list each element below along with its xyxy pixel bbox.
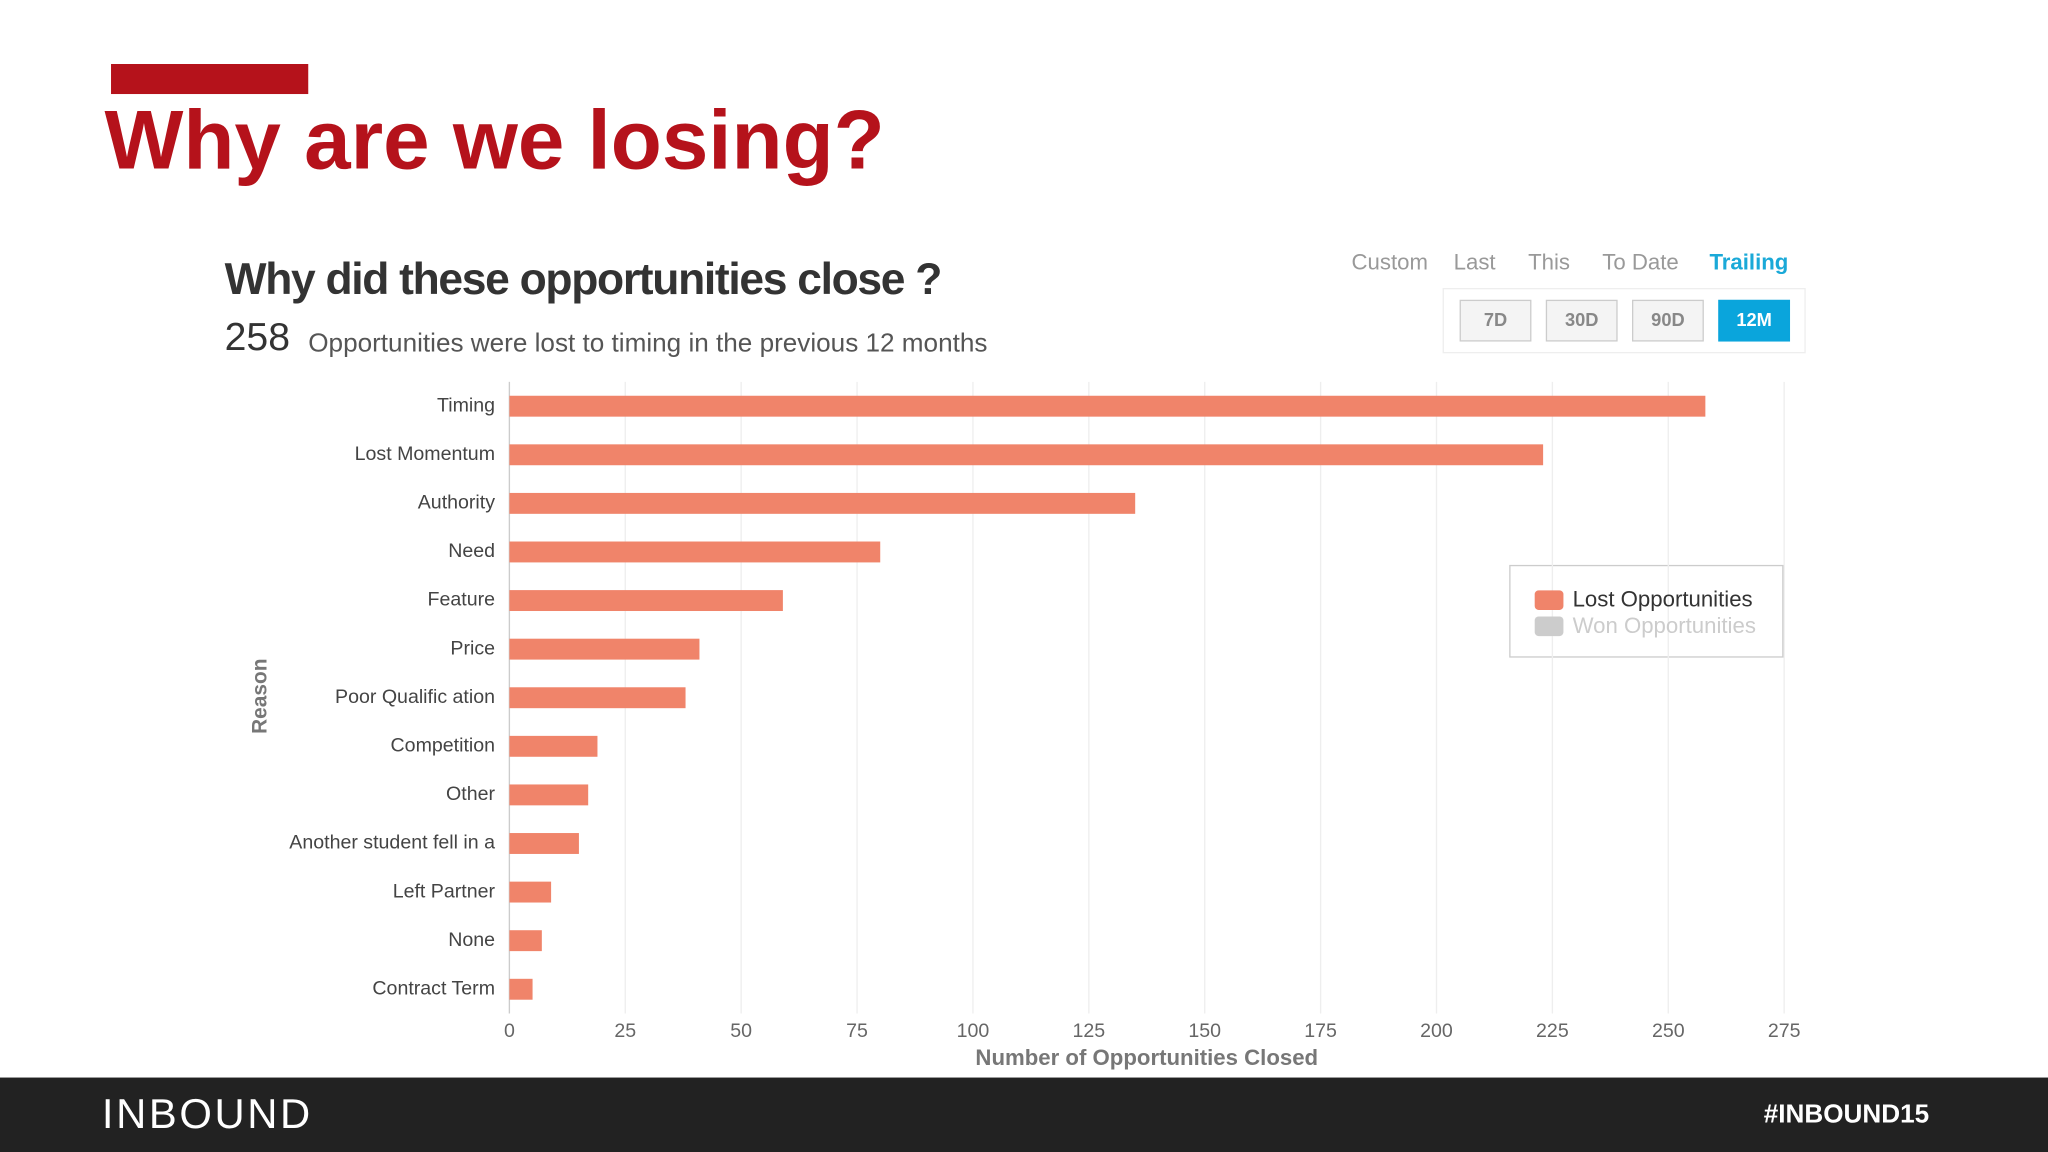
- x-tick-label: 175: [1304, 1020, 1337, 1042]
- x-tick-label: 0: [504, 1020, 515, 1042]
- accent-bar: [111, 64, 309, 95]
- y-tick-label: Lost Momentum: [355, 443, 495, 465]
- y-tick-label: None: [448, 929, 495, 951]
- bar: [509, 492, 1136, 514]
- period-tab[interactable]: To Date: [1602, 250, 1678, 275]
- y-tick-label: Timing: [437, 394, 495, 416]
- x-tick-label: 200: [1420, 1020, 1453, 1042]
- legend-label[interactable]: Lost Opportunities: [1573, 587, 1753, 612]
- period-tab[interactable]: This: [1528, 250, 1570, 275]
- legend-swatch[interactable]: [1534, 616, 1564, 637]
- x-tick-label: 125: [1072, 1020, 1105, 1042]
- bar: [509, 395, 1706, 417]
- x-tick-label: 275: [1768, 1020, 1801, 1042]
- bar: [509, 881, 552, 903]
- bar: [509, 590, 783, 612]
- x-tick-label: 225: [1536, 1020, 1569, 1042]
- bar: [509, 784, 589, 806]
- y-tick-label: Authority: [418, 492, 495, 514]
- period-tab[interactable]: Last: [1454, 250, 1496, 275]
- y-axis-label: Reason: [249, 658, 272, 733]
- bar: [509, 978, 533, 1000]
- y-tick-label: Other: [446, 783, 495, 805]
- y-tick-label: Need: [448, 540, 495, 562]
- y-tick-label: Left Partner: [393, 880, 496, 902]
- range-button[interactable]: [1631, 299, 1704, 342]
- range-button-label[interactable]: 12M: [1736, 309, 1772, 330]
- legend-box: [1509, 564, 1784, 658]
- legend-label[interactable]: Won Opportunities: [1573, 613, 1756, 638]
- range-button-label[interactable]: 90D: [1651, 309, 1685, 330]
- bar: [509, 444, 1544, 466]
- y-tick-label: Poor Qualific ation: [335, 686, 495, 708]
- y-tick-label: Price: [450, 637, 495, 659]
- x-axis-label: Number of Opportunities Closed: [975, 1045, 1318, 1070]
- y-tick-label: Another student fell in a: [289, 832, 495, 854]
- range-button[interactable]: [1718, 299, 1791, 342]
- x-tick-label: 25: [614, 1020, 636, 1042]
- subtitle: Opportunities were lost to timing in the…: [308, 328, 987, 358]
- range-button[interactable]: [1459, 299, 1532, 342]
- y-tick-label: Competition: [391, 734, 495, 756]
- bar: [509, 735, 598, 757]
- footer-hashtag: #INBOUND15: [1764, 1098, 1929, 1128]
- footer-brand: INBOUND: [102, 1090, 313, 1137]
- period-tab[interactable]: Trailing: [1709, 250, 1788, 275]
- footer-bar: [0, 1077, 2048, 1152]
- bar: [509, 833, 579, 854]
- bar: [509, 687, 686, 709]
- headline-value: 258: [225, 316, 290, 359]
- slide-title: Why are we losing?: [104, 92, 884, 186]
- y-tick-label: Contract Term: [372, 977, 495, 999]
- range-button-label[interactable]: 7D: [1484, 309, 1507, 330]
- bar: [509, 638, 700, 660]
- x-tick-label: 75: [846, 1020, 868, 1042]
- chart-title: Why did these opportunities close ?: [225, 255, 941, 304]
- y-tick-label: Feature: [428, 589, 496, 611]
- period-tab[interactable]: Custom: [1351, 250, 1427, 275]
- x-tick-label: 250: [1652, 1020, 1685, 1042]
- bar: [509, 930, 542, 952]
- x-tick-label: 50: [730, 1020, 752, 1042]
- range-button-label[interactable]: 30D: [1565, 309, 1599, 330]
- range-button[interactable]: [1545, 299, 1618, 342]
- bar: [509, 541, 881, 563]
- x-tick-label: 150: [1188, 1020, 1221, 1042]
- legend-swatch[interactable]: [1534, 590, 1564, 610]
- x-tick-label: 100: [957, 1020, 990, 1042]
